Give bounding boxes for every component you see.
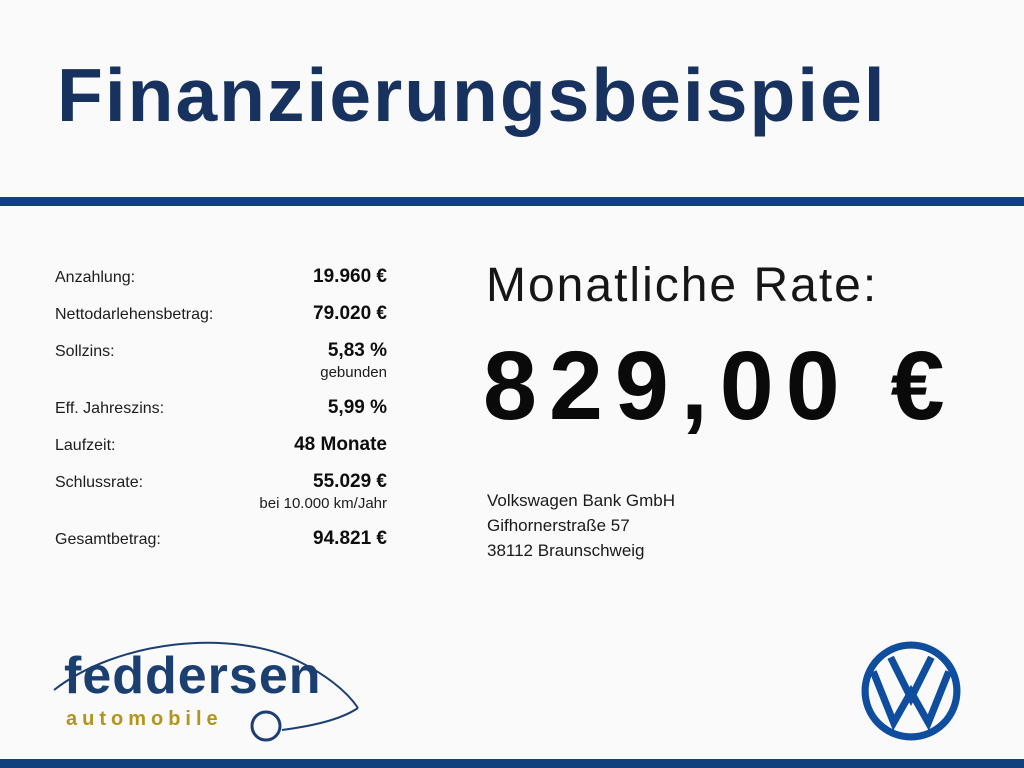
bank-street: Gifhornerstraße 57 (487, 516, 630, 535)
title-divider (0, 197, 1024, 206)
row-value: 5,83 % (327, 340, 387, 361)
row-note-kilometer: bei 10.000 km/Jahr (259, 495, 387, 512)
finance-table: Anzahlung: 19.960 € Nettodarlehensbetrag… (55, 266, 387, 565)
dealer-logo: feddersen automobile (48, 628, 388, 753)
footer-bar (0, 759, 1024, 768)
row-label: Nettodarlehensbetrag: (55, 306, 214, 323)
row-label: Gesamtbetrag: (55, 531, 161, 548)
table-row-anzahlung: Anzahlung: 19.960 € (55, 266, 387, 288)
row-value: 94.821 € (313, 528, 387, 549)
row-value: 48 Monate (294, 434, 387, 455)
row-value: 55.029 € (313, 471, 387, 492)
row-value: 5,99 % (327, 397, 387, 418)
car-outline-icon (48, 628, 388, 758)
bank-address: Volkswagen Bank GmbH Gifhornerstraße 57 … (487, 488, 675, 563)
monthly-rate-amount: 829,00 € (483, 331, 957, 440)
row-label: Sollzins: (55, 343, 115, 360)
vw-logo-icon (860, 640, 962, 742)
dealer-name: feddersen (64, 647, 322, 705)
row-value: 79.020 € (313, 303, 387, 324)
row-label: Laufzeit: (55, 437, 116, 454)
row-label: Anzahlung: (55, 269, 136, 286)
table-row-nettodarlehensbetrag: Nettodarlehensbetrag: 79.020 € (55, 303, 387, 325)
row-label: Schlussrate: (55, 474, 144, 491)
monthly-rate-heading: Monatliche Rate: (486, 259, 879, 312)
dealer-subtitle: automobile (66, 708, 223, 730)
row-label: Eff. Jahreszins: (55, 400, 165, 417)
bank-name: Volkswagen Bank GmbH (487, 491, 676, 510)
page-title: Finanzierungsbeispiel (57, 53, 887, 137)
table-row-sollzins: Sollzins: 5,83 % (55, 340, 387, 362)
table-row-schlussrate: Schlussrate: 55.029 € (55, 471, 387, 493)
table-row-laufzeit: Laufzeit: 48 Monate (55, 434, 387, 456)
row-value: 19.960 € (313, 266, 387, 287)
bank-city: 38112 Braunschweig (487, 541, 645, 560)
row-note-gebunden: gebunden (320, 364, 387, 381)
table-row-gesamtbetrag: Gesamtbetrag: 94.821 € (55, 528, 387, 550)
table-row-eff-jahreszins: Eff. Jahreszins: 5,99 % (55, 397, 387, 419)
